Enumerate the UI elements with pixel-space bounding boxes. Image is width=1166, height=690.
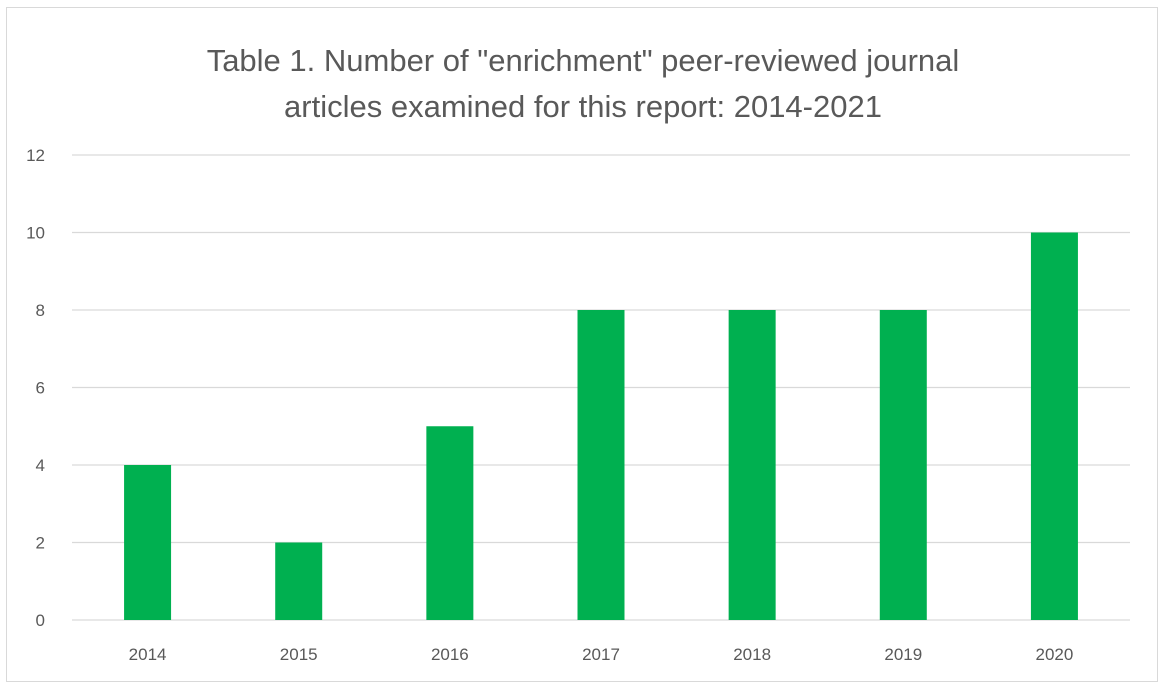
bar-2020	[1030, 232, 1078, 620]
bar-2016	[426, 426, 474, 620]
y-tick-label: 4	[36, 456, 45, 475]
chart-title-line-1: Table 1. Number of "enrichment" peer-rev…	[206, 43, 960, 78]
x-tick-label: 2016	[431, 645, 469, 664]
x-tick-label: 2017	[582, 645, 620, 664]
bar-2014	[124, 465, 172, 620]
x-axis-tick-labels: 2014 2015 2016 2017 2018 2019 2020	[129, 645, 1074, 664]
x-tick-label: 2014	[129, 645, 167, 664]
bars	[124, 232, 1078, 620]
y-axis-tick-labels: 0 2 4 6 8 10 12	[26, 146, 45, 630]
bar-2015	[275, 542, 323, 620]
bar-2019	[879, 310, 927, 620]
chart-title-line-2: articles examined for this report: 2014-…	[284, 89, 882, 124]
y-tick-label: 8	[36, 301, 45, 320]
y-tick-label: 10	[26, 224, 45, 243]
x-tick-label: 2020	[1036, 645, 1074, 664]
x-tick-label: 2015	[280, 645, 318, 664]
bar-2018	[728, 310, 776, 620]
chart-title: Table 1. Number of "enrichment" peer-rev…	[0, 38, 1166, 130]
bar-2017	[577, 310, 625, 620]
y-tick-label: 2	[36, 534, 45, 553]
y-tick-label: 12	[26, 146, 45, 165]
y-tick-label: 6	[36, 379, 45, 398]
x-tick-label: 2019	[884, 645, 922, 664]
x-tick-label: 2018	[733, 645, 771, 664]
y-tick-label: 0	[36, 611, 45, 630]
